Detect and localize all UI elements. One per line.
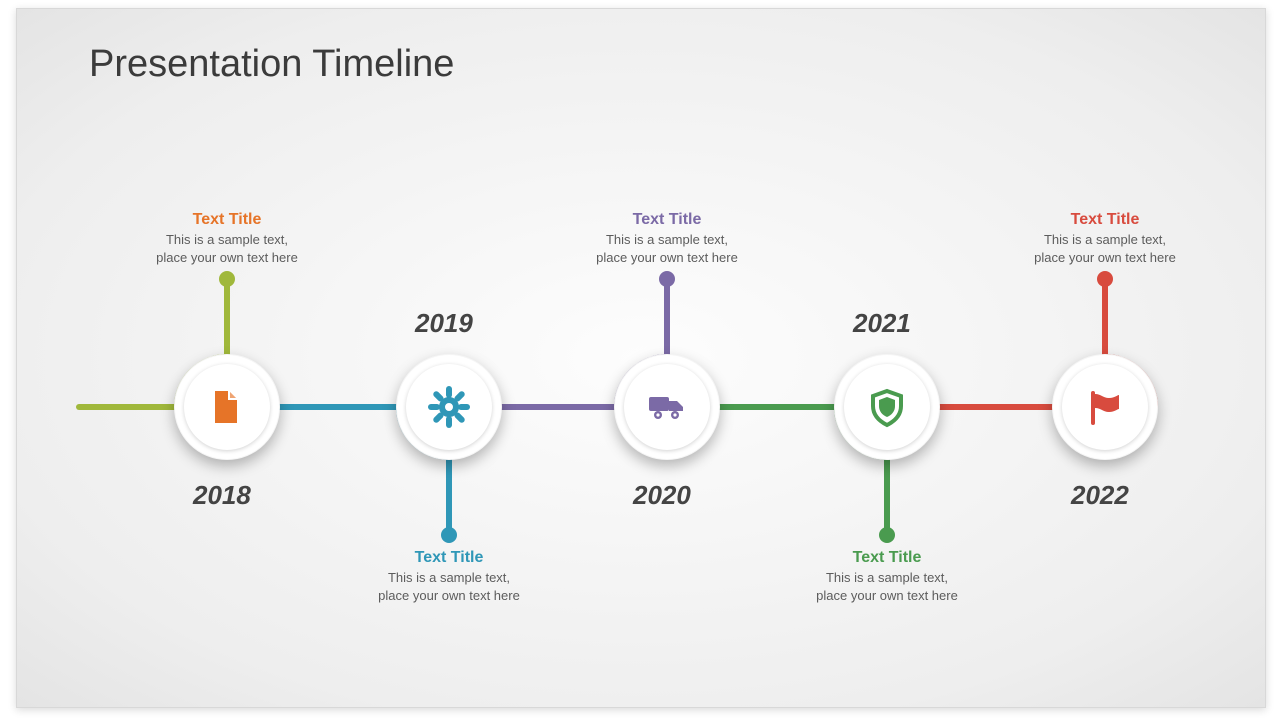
milestone-title: Text Title [1005, 211, 1205, 229]
milestone-node [614, 354, 720, 460]
milestone-text: Text Title This is a sample text,place yo… [349, 549, 549, 604]
year-label: 2021 [853, 308, 911, 339]
milestone-title: Text Title [127, 211, 327, 229]
milestone-node [396, 354, 502, 460]
milestone-body: This is a sample text,place your own tex… [127, 231, 327, 266]
milestone-body: This is a sample text,place your own tex… [787, 569, 987, 604]
year-label: 2018 [193, 480, 251, 511]
milestone-body: This is a sample text,place your own tex… [349, 569, 549, 604]
milestone-text: Text Title This is a sample text,place yo… [1005, 211, 1205, 266]
milestone-body: This is a sample text,place your own tex… [1005, 231, 1205, 266]
milestone-text: Text Title This is a sample text,place yo… [127, 211, 327, 266]
milestone-body: This is a sample text,place your own tex… [567, 231, 767, 266]
flag-icon [1083, 385, 1127, 429]
file-icon [205, 385, 249, 429]
truck-icon [645, 385, 689, 429]
year-label: 2019 [415, 308, 473, 339]
slide: { "title": { "text": "Presentation Timel… [16, 8, 1266, 708]
milestone-text: Text Title This is a sample text,place yo… [787, 549, 987, 604]
stem-dot [879, 527, 895, 543]
shield-icon [865, 385, 909, 429]
milestone-text: Text Title This is a sample text,place yo… [567, 211, 767, 266]
stem-dot [659, 271, 675, 287]
milestone-node [834, 354, 940, 460]
year-label: 2022 [1071, 480, 1129, 511]
milestone-node [174, 354, 280, 460]
milestone-title: Text Title [567, 211, 767, 229]
stem-dot [441, 527, 457, 543]
milestone-title: Text Title [349, 549, 549, 567]
gear-icon [427, 385, 471, 429]
milestone-title: Text Title [787, 549, 987, 567]
stem-dot [1097, 271, 1113, 287]
year-label: 2020 [633, 480, 691, 511]
milestone-node [1052, 354, 1158, 460]
stem-dot [219, 271, 235, 287]
